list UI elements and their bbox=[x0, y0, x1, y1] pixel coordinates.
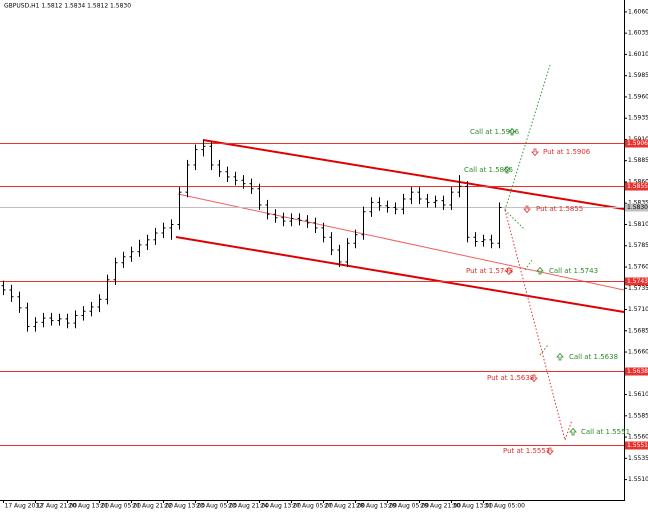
x-tick-label: 31 Aug 05:00 bbox=[485, 503, 526, 510]
channel-lower bbox=[175, 236, 625, 313]
channel-middle bbox=[177, 193, 625, 291]
y-tick-label: 1.5585 bbox=[628, 412, 648, 419]
level-label-bg bbox=[625, 441, 648, 450]
annotation-arrow bbox=[536, 266, 544, 275]
projection-up bbox=[504, 64, 551, 211]
annotation: Put at 1.5906 bbox=[543, 148, 591, 156]
annotation: Put at 1.5855 bbox=[536, 205, 583, 213]
projections bbox=[504, 64, 573, 442]
x-tick-label: 27 Aug 21:00 bbox=[325, 503, 366, 510]
level-label-bg bbox=[625, 139, 648, 148]
level-label: 1.5855 bbox=[627, 183, 648, 190]
y-tick-label: 1.5685 bbox=[628, 327, 648, 334]
x-tick-label: 23 Aug 05:00 bbox=[197, 503, 238, 510]
annotation-arrow bbox=[505, 267, 513, 276]
channel-upper bbox=[202, 139, 625, 210]
x-tick-label: 17 Aug 21:00 bbox=[37, 503, 78, 510]
level-label-bg bbox=[625, 182, 648, 191]
y-tick-label: 1.5735 bbox=[628, 285, 648, 292]
annotation-arrow bbox=[569, 427, 577, 436]
annotation-arrow bbox=[531, 148, 539, 157]
x-tick-label: 27 Aug 05:00 bbox=[293, 503, 334, 510]
x-tick-label: 23 Aug 21:00 bbox=[229, 503, 270, 510]
level-label: 1.5551 bbox=[627, 442, 648, 449]
y-tick-label: 1.6035 bbox=[628, 30, 648, 37]
x-tick-label: 22 Aug 13:00 bbox=[165, 503, 206, 510]
y-tick-label: 1.5960 bbox=[628, 93, 648, 100]
projection-call-2 bbox=[539, 344, 549, 356]
y-tick-label: 1.5760 bbox=[628, 264, 648, 271]
annotation-arrow bbox=[530, 374, 538, 383]
y-tick-label: 1.5810 bbox=[628, 221, 648, 228]
level-label: 1.5638 bbox=[627, 368, 648, 375]
y-tick-label: 1.5510 bbox=[628, 476, 648, 483]
level-label: 1.5743 bbox=[627, 278, 648, 285]
annotation: Put at 1.5551 bbox=[503, 447, 550, 455]
annotation-arrow bbox=[523, 205, 531, 214]
level-label: 1.5906 bbox=[627, 140, 648, 147]
annotation: Call at 1.5551 bbox=[581, 428, 630, 436]
y-tick-label: 1.5910 bbox=[628, 136, 648, 143]
x-tick-label: 29 Aug 05:00 bbox=[389, 503, 430, 510]
annotation-arrow bbox=[556, 352, 564, 361]
y-tick-label: 1.5660 bbox=[628, 349, 648, 356]
y-tick-label: 1.5710 bbox=[628, 306, 648, 313]
current-price-bg bbox=[625, 203, 648, 212]
level-label-bg bbox=[625, 277, 648, 286]
annotation: Call at 1.5743 bbox=[549, 267, 598, 275]
annotation: Put at 1.5743 bbox=[466, 267, 513, 275]
annotation: Call at 1.5855 bbox=[464, 166, 513, 174]
annotation-arrow bbox=[508, 127, 516, 136]
y-tick-label: 1.5610 bbox=[628, 391, 648, 398]
x-tick-label: 20 Aug 13:00 bbox=[69, 503, 110, 510]
y-tick-label: 1.5860 bbox=[628, 178, 648, 185]
x-tick-label: 17 Aug 2012 bbox=[5, 503, 44, 510]
x-tick-label: 29 Aug 21:00 bbox=[421, 503, 462, 510]
y-tick-label: 1.5560 bbox=[628, 434, 648, 441]
x-tick-label: 24 Aug 13:00 bbox=[261, 503, 302, 510]
y-tick-label: 1.6010 bbox=[628, 51, 648, 58]
x-tick-label: 28 Aug 13:00 bbox=[357, 503, 398, 510]
x-tick-label: 21 Aug 21:00 bbox=[133, 503, 174, 510]
current-price-label: 1.5830 bbox=[627, 204, 648, 211]
annotation: Put at 1.5638 bbox=[487, 374, 534, 382]
annotation: Call at 1.5638 bbox=[569, 353, 618, 361]
y-tick-label: 1.5935 bbox=[628, 115, 648, 122]
y-tick-label: 1.5885 bbox=[628, 157, 648, 164]
annotation-arrow bbox=[546, 447, 554, 456]
y-tick-label: 1.5835 bbox=[628, 200, 648, 207]
level-label-bg bbox=[625, 367, 648, 376]
chart-title: GBPUSD,H1 1.5812 1.5834 1.5812 1.5830 bbox=[4, 3, 131, 10]
projection-call bbox=[504, 209, 526, 231]
annotation-arrow bbox=[503, 165, 511, 174]
y-tick-label: 1.6060 bbox=[628, 8, 648, 15]
y-tick-label: 1.5985 bbox=[628, 72, 648, 79]
x-tick-label: 21 Aug 05:00 bbox=[101, 503, 142, 510]
annotation: Call at 1.5906 bbox=[470, 128, 520, 136]
y-tick-label: 1.5785 bbox=[628, 242, 648, 249]
x-tick-label: 30 Aug 13:00 bbox=[453, 503, 494, 510]
y-tick-label: 1.5535 bbox=[628, 455, 648, 462]
